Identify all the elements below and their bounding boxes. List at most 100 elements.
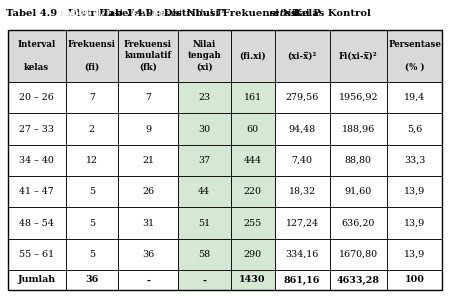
Text: 1956,92: 1956,92 <box>338 93 378 102</box>
Text: 51: 51 <box>198 218 210 228</box>
Bar <box>66 270 118 290</box>
Bar <box>387 270 442 290</box>
Bar <box>178 113 230 145</box>
Text: 1670,80: 1670,80 <box>339 250 378 259</box>
Text: 94,48: 94,48 <box>288 125 315 133</box>
Text: 161: 161 <box>243 93 261 102</box>
Bar <box>178 207 230 239</box>
Bar <box>118 270 178 290</box>
Text: Tabel 4.9 : Distribusi Frekuensi Nilai P: Tabel 4.9 : Distribusi Frekuensi Nilai P <box>6 9 225 18</box>
Text: 44: 44 <box>198 187 210 196</box>
Bar <box>8 176 66 207</box>
Text: 41 – 47: 41 – 47 <box>19 187 54 196</box>
Bar <box>8 207 66 239</box>
Text: 220: 220 <box>243 187 261 196</box>
Bar <box>329 176 387 207</box>
Bar <box>230 270 274 290</box>
Text: 36: 36 <box>142 250 154 259</box>
Text: 188,96: 188,96 <box>342 125 375 133</box>
Bar <box>329 239 387 270</box>
Text: 7: 7 <box>89 93 95 102</box>
Bar <box>387 30 442 82</box>
Bar <box>118 30 178 82</box>
Text: 88,80: 88,80 <box>345 156 372 165</box>
Bar <box>8 270 66 290</box>
Bar <box>387 145 442 176</box>
Bar <box>329 82 387 113</box>
Bar <box>230 30 274 82</box>
Bar <box>8 239 66 270</box>
Bar <box>8 145 66 176</box>
Text: 33,3: 33,3 <box>404 156 425 165</box>
Bar <box>230 176 274 207</box>
Text: 9: 9 <box>145 125 151 133</box>
Text: 255: 255 <box>243 218 261 228</box>
Bar <box>329 113 387 145</box>
Text: 36: 36 <box>85 276 99 284</box>
Bar <box>274 113 329 145</box>
Text: Fi(xi-x̅)²: Fi(xi-x̅)² <box>339 52 378 60</box>
Text: 18,32: 18,32 <box>288 187 315 196</box>
Text: 31: 31 <box>142 218 154 228</box>
Bar <box>178 145 230 176</box>
Bar <box>274 270 329 290</box>
Bar <box>8 30 66 82</box>
Text: 7,40: 7,40 <box>292 156 312 165</box>
Bar <box>66 176 118 207</box>
Bar <box>387 176 442 207</box>
Text: 1430: 1430 <box>239 276 266 284</box>
Bar <box>230 145 274 176</box>
Bar <box>329 145 387 176</box>
Bar <box>178 30 230 82</box>
Text: 48 – 54: 48 – 54 <box>19 218 54 228</box>
Bar <box>329 207 387 239</box>
Bar <box>274 239 329 270</box>
Bar <box>8 113 66 145</box>
Bar <box>8 82 66 113</box>
Bar <box>118 113 178 145</box>
Text: -: - <box>146 276 150 284</box>
Bar <box>230 239 274 270</box>
Bar <box>329 30 387 82</box>
Text: 60: 60 <box>247 125 259 133</box>
Text: 23: 23 <box>198 93 210 102</box>
Text: 5: 5 <box>89 218 95 228</box>
Text: Tabel 4.9 : Distribusi Frekuensi Nilai Pretest Kelas Kontrol: Tabel 4.9 : Distribusi Frekuensi Nilai P… <box>59 9 391 18</box>
Bar <box>118 82 178 113</box>
Text: 12: 12 <box>86 156 98 165</box>
Text: 7: 7 <box>145 93 151 102</box>
Text: Kelas Kontrol: Kelas Kontrol <box>289 9 370 18</box>
Bar <box>329 270 387 290</box>
Bar <box>387 207 442 239</box>
Text: 290: 290 <box>243 250 261 259</box>
Bar <box>387 113 442 145</box>
Text: Frekuensi

(fi): Frekuensi (fi) <box>68 40 116 72</box>
Bar <box>274 207 329 239</box>
Bar <box>178 270 230 290</box>
Bar <box>387 239 442 270</box>
Text: Jumlah: Jumlah <box>18 276 56 284</box>
Text: Persentase

(% ): Persentase (% ) <box>388 40 441 72</box>
Text: 30: 30 <box>198 125 210 133</box>
Text: 13,9: 13,9 <box>404 187 425 196</box>
Text: (xi-x̅)²: (xi-x̅)² <box>288 52 317 60</box>
Bar <box>66 30 118 82</box>
Text: 4633,28: 4633,28 <box>337 276 380 284</box>
Text: 21: 21 <box>142 156 154 165</box>
Bar <box>178 239 230 270</box>
Bar <box>230 207 274 239</box>
Bar <box>178 82 230 113</box>
Text: Nilai
tengah
(xi): Nilai tengah (xi) <box>187 40 221 72</box>
Bar <box>66 113 118 145</box>
Text: 26: 26 <box>142 187 154 196</box>
Text: 13,9: 13,9 <box>404 250 425 259</box>
Bar <box>230 113 274 145</box>
Text: (fi.xi): (fi.xi) <box>239 52 266 60</box>
Bar <box>178 176 230 207</box>
Bar <box>118 176 178 207</box>
Bar <box>8 30 442 290</box>
Text: 34 – 40: 34 – 40 <box>19 156 54 165</box>
Bar <box>387 82 442 113</box>
Bar <box>118 145 178 176</box>
Bar <box>274 30 329 82</box>
